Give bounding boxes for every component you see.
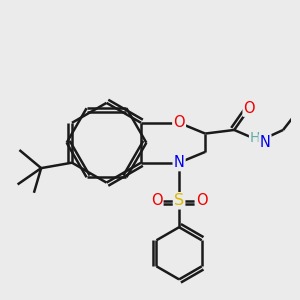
Text: S: S: [174, 193, 184, 208]
Text: O: O: [151, 193, 162, 208]
Text: N: N: [260, 135, 270, 150]
Text: O: O: [244, 101, 255, 116]
Text: O: O: [196, 193, 207, 208]
Text: O: O: [173, 115, 185, 130]
Text: N: N: [174, 155, 184, 170]
Text: H: H: [250, 131, 260, 145]
